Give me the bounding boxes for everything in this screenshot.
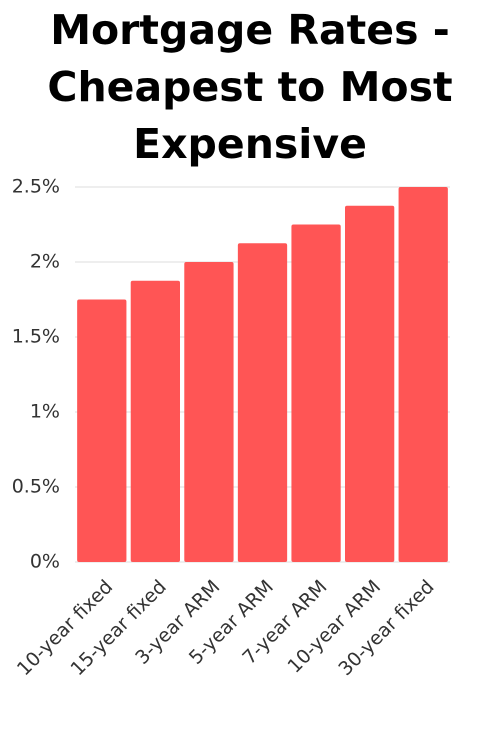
bar [130, 280, 180, 562]
x-tick-label: 10-year fixed [13, 576, 117, 680]
y-tick-label: 2% [30, 251, 60, 273]
x-tick-label: 30-year fixed [334, 576, 438, 680]
bar [345, 205, 395, 562]
y-tick-label: 2.5% [12, 176, 60, 198]
x-tick-label: 10-year ARM [283, 576, 385, 678]
bar [77, 299, 127, 562]
chart-title: Mortgage Rates - Cheapest to Most Expens… [47, 6, 453, 168]
y-tick-label: 0.5% [12, 476, 60, 498]
bar [184, 262, 234, 562]
x-tick-label: 15-year fixed [66, 576, 170, 680]
y-tick-label: 1.5% [12, 326, 60, 348]
bar [398, 187, 448, 562]
bar [237, 243, 288, 562]
y-tick-label: 1% [30, 401, 60, 423]
y-tick-label: 0% [30, 551, 60, 573]
bar [291, 224, 341, 562]
